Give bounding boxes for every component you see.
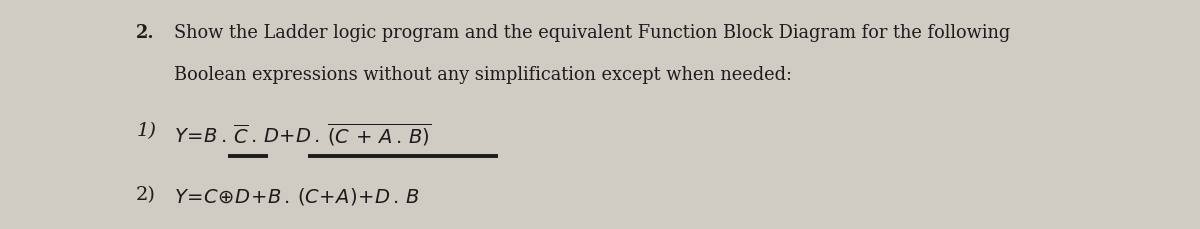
Text: $Y\!=\!C\!\oplus\!D\!+\!B\,.\,(C\!+\!A)\!+\!D\,.\,B$: $Y\!=\!C\!\oplus\!D\!+\!B\,.\,(C\!+\!A)\… bbox=[174, 185, 420, 206]
Text: Show the Ladder logic program and the equivalent Function Block Diagram for the : Show the Ladder logic program and the eq… bbox=[174, 24, 1010, 42]
Text: 2.: 2. bbox=[136, 24, 155, 42]
Text: 1): 1) bbox=[136, 121, 156, 139]
Text: $Y\!=\!B\,.\,\overline{C}\,.\,D\!+\!D\,.\,\overline{(C\,+\,A\,.\,B)}$: $Y\!=\!B\,.\,\overline{C}\,.\,D\!+\!D\,.… bbox=[174, 121, 431, 148]
Text: 2): 2) bbox=[136, 185, 156, 203]
Text: Boolean expressions without any simplification except when needed:: Boolean expressions without any simplifi… bbox=[174, 66, 792, 84]
